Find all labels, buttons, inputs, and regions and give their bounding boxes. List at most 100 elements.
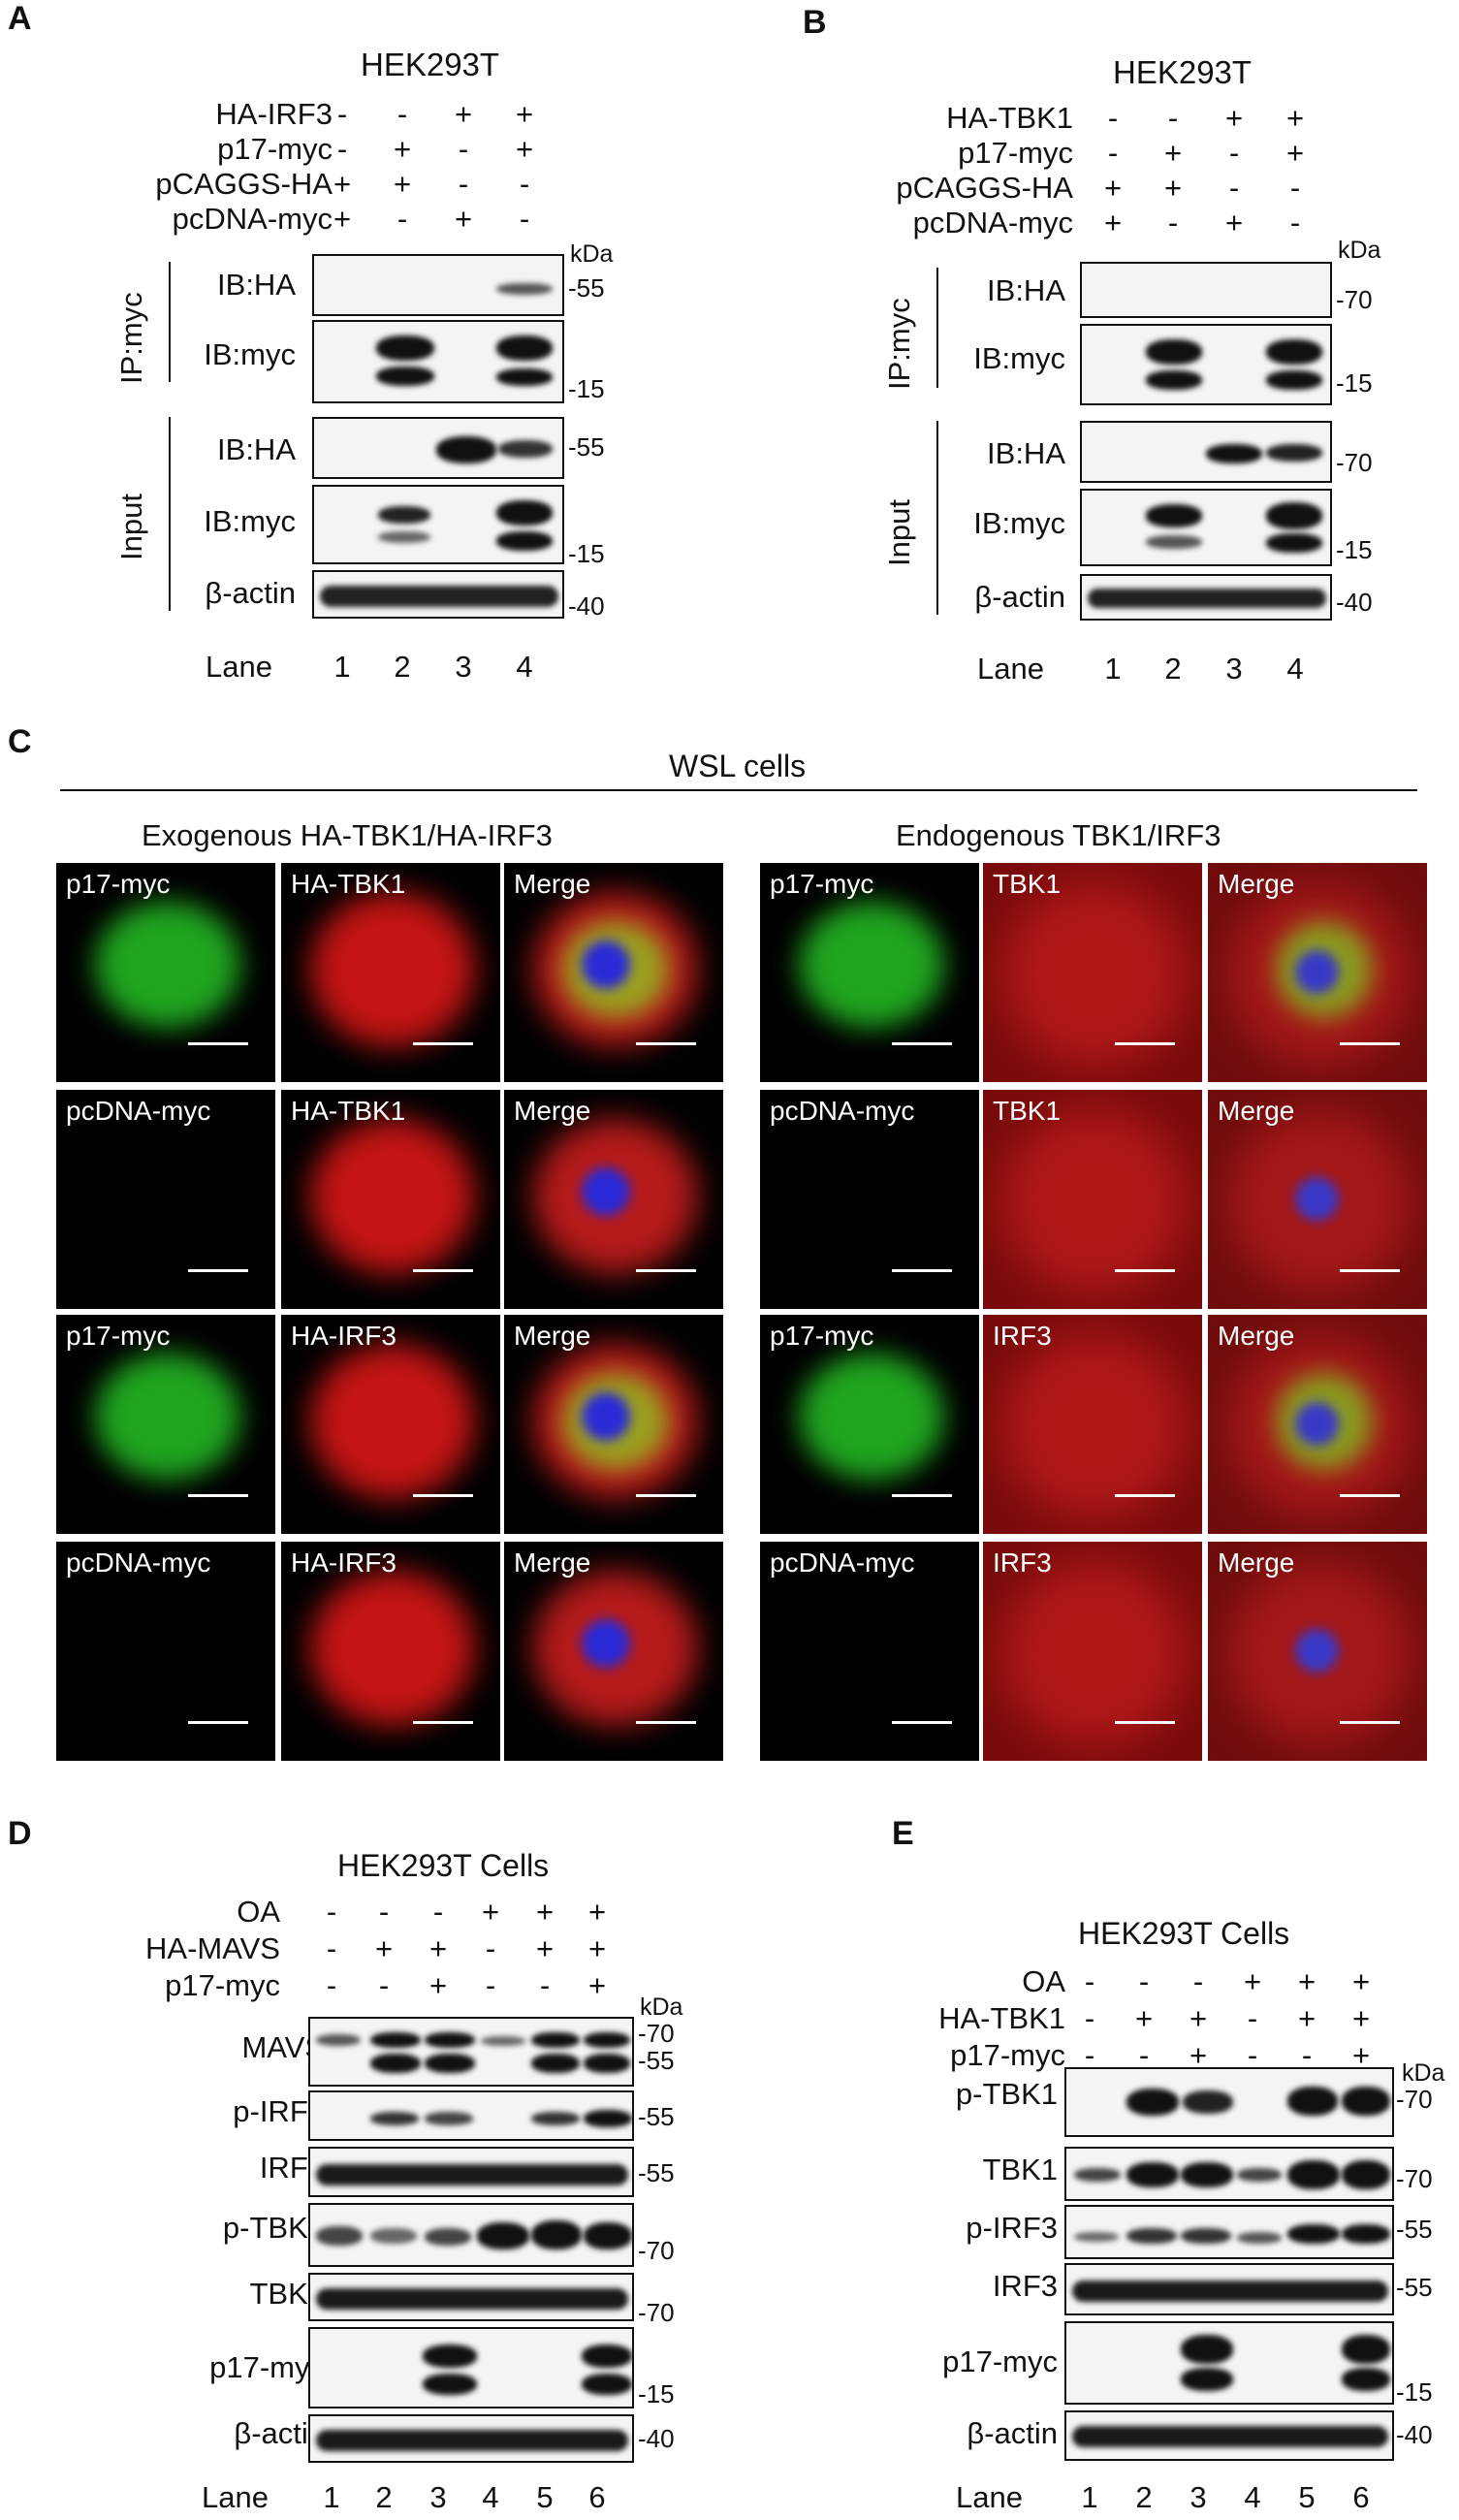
bracket [169,262,171,382]
micrograph: HA-TBK1 [281,1090,500,1309]
lane-number: 1 [1104,652,1122,686]
lane-label: Lane [977,652,1044,686]
mw-marker: -55 [568,432,605,462]
sign: + [587,1931,607,1965]
panel-label-b: B [803,4,827,41]
blot-tbk1 [1064,2147,1394,2201]
panel-label: IRF3 [993,1547,1052,1578]
mw-marker: -70 [638,2019,675,2048]
row-label: p17-myc [165,1968,280,2002]
blot-label: IB:myc [973,506,1065,540]
blot-ib-myc-ip [1080,324,1332,405]
sign: + [333,202,352,236]
sign: + [535,1931,555,1965]
sign: + [515,97,534,131]
bracket [936,421,938,615]
row-label: HA-TBK1 [946,101,1073,135]
panel-label: Merge [514,1321,591,1351]
sign: + [1243,1964,1262,1998]
mw-marker: -55 [1396,2215,1433,2244]
lane-number: 5 [536,2480,554,2514]
panel-label: IRF3 [993,1321,1052,1351]
scale-bar [892,1042,952,1045]
sign: - [378,1968,390,2002]
cell-signal [310,1344,475,1499]
mw-marker: -55 [638,2102,675,2131]
panel-label: pcDNA-myc [770,1547,915,1578]
sign: + [1297,2001,1316,2035]
blot-irf3 [308,2147,634,2197]
micrograph: Merge [1208,1542,1427,1761]
mw-marker: -55 [568,273,605,303]
sign: - [1167,206,1179,239]
sign: + [428,1968,448,2002]
micrograph: Merge [1208,1315,1427,1534]
kda-label: kDa [1338,237,1381,264]
lane-number: 4 [1244,2480,1261,2514]
panel-b-title: HEK293T [1113,54,1253,90]
panel-label-d: D [8,1815,32,1852]
scale-bar [1340,1494,1400,1497]
sign: + [1189,2038,1208,2072]
kda-label: kDa [1402,2059,1445,2087]
cell-signal [799,902,944,1028]
micrograph: pcDNA-myc [760,1542,979,1761]
left-title: Exogenous HA-TBK1/HA-IRF3 [142,818,553,852]
blot-label: TBK1 [982,2153,1058,2186]
scale-bar [188,1494,248,1497]
mw-marker: -15 [1336,368,1373,398]
lane-number: 4 [516,650,533,684]
blot-mavs [308,2017,634,2087]
blot-label: IRF3 [992,2269,1058,2303]
panel-label: Merge [1218,1096,1295,1126]
sign: + [515,132,534,166]
blot-actin [1080,574,1332,621]
lane-number: 1 [1081,2480,1098,2514]
micrograph: Merge [1208,1090,1427,1309]
panel-label: pcDNA-myc [66,1547,211,1578]
blot-p17-myc [1064,2321,1394,2405]
sign: - [539,1968,551,2002]
blot-p-irf3 [1064,2205,1394,2259]
sign: - [432,1895,444,1929]
blot-p-tbk1 [308,2203,634,2267]
panel-label: p17-myc [66,869,171,899]
blot-ib-ha-ip [1080,262,1332,318]
sign: - [519,167,530,201]
blot-label: IB:HA [987,436,1065,470]
cell-signal [799,1354,944,1480]
mw-marker: -15 [568,374,605,403]
row-label: pCAGGS-HA [896,171,1073,205]
ip-group-label: IP:myc [114,292,148,384]
panel-label: Merge [514,1547,591,1578]
scale-bar [1115,1721,1175,1724]
mw-marker: -40 [1396,2420,1433,2449]
cell-signal [310,892,475,1047]
blot-p-tbk1 [1064,2067,1394,2137]
lane-label: Lane [202,2480,269,2514]
sign: + [1224,206,1244,239]
scale-bar [413,1494,473,1497]
cell-signal [1295,1629,1339,1673]
cell-signal [1295,1402,1339,1446]
sign: - [1301,2038,1313,2072]
row-label: OA [1022,1964,1065,1998]
scale-bar [188,1269,248,1272]
mw-marker: -15 [1396,2377,1433,2407]
scale-bar [188,1042,248,1045]
sign: - [519,202,530,236]
sign: - [326,1895,337,1929]
micrograph: Merge [504,1090,723,1309]
sign: + [1224,101,1244,135]
sign: + [587,1895,607,1929]
sign: + [393,132,412,166]
blot-actin [1064,2410,1394,2461]
blot-actin [312,570,564,619]
scale-bar [636,1042,696,1045]
sign: + [1103,171,1123,205]
blot-label: IB:HA [217,432,296,466]
sign: - [485,1968,496,2002]
sign: + [374,1931,394,1965]
mw-marker: -70 [1336,448,1373,477]
blot-label: p-IRF3 [966,2211,1058,2245]
